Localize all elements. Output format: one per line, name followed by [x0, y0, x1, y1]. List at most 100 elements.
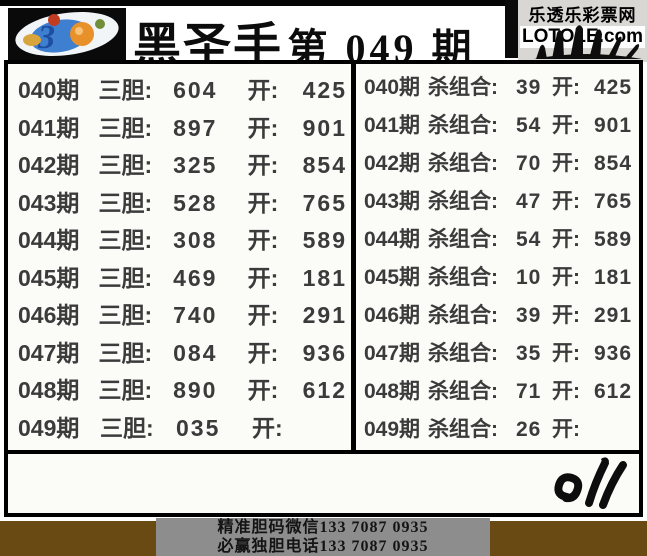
pick-value: 26 — [516, 418, 542, 441]
table-row: 044期 杀组合: 54 开: 589 — [364, 223, 635, 253]
table-row: 046期 三胆: 740 开: 291 — [18, 296, 347, 330]
open-label: 开: — [552, 228, 580, 251]
open-result: 936 — [594, 342, 633, 365]
pick-type-label: 杀组合: — [428, 114, 498, 137]
open-label: 开: — [552, 76, 580, 99]
table-row: 047期 三胆: 084 开: 936 — [18, 334, 347, 368]
hand-signature-icon — [547, 455, 633, 516]
issue-label: 046期 — [364, 304, 421, 327]
issue-label: 049期 — [364, 418, 421, 441]
pick-type-label: 杀组合: — [428, 190, 498, 213]
site-name: 乐透乐彩票网 — [528, 6, 637, 25]
issue-label: 041期 — [364, 114, 421, 137]
pick-value: 54 — [516, 114, 542, 137]
pick-type-label: 杀组合: — [428, 304, 498, 327]
table-row: 041期 杀组合: 54 开: 901 — [364, 109, 635, 139]
issue-label: 048期 — [364, 380, 421, 403]
pick-value: 39 — [516, 76, 542, 99]
pick-value: 35 — [516, 342, 542, 365]
pick-type-label: 三胆: — [98, 302, 153, 329]
table-row: 045期 三胆: 469 开: 181 — [18, 259, 347, 293]
pick-type-label: 杀组合: — [428, 228, 498, 251]
pick-value: 325 — [173, 152, 218, 179]
pick-value: 604 — [173, 77, 218, 103]
table-row: 043期 杀组合: 47 开: 765 — [364, 185, 635, 215]
top-black-bar — [0, 0, 517, 6]
issue-label: 045期 — [18, 264, 80, 291]
open-label: 开: — [552, 152, 580, 175]
open-label: 开: — [552, 114, 580, 137]
svg-text:3: 3 — [37, 19, 55, 56]
pick-value: 39 — [516, 304, 542, 327]
table-row: 042期 杀组合: 70 开: 854 — [364, 147, 635, 177]
header: 3 黑圣手 第 049 期 — [0, 6, 505, 73]
issue-label: 044期 — [364, 228, 421, 251]
pick-type-label: 三胆: — [98, 152, 153, 179]
pick-value: 71 — [516, 380, 542, 403]
pick-value: 10 — [516, 266, 542, 289]
pick-value: 47 — [516, 190, 542, 213]
open-result: 765 — [594, 190, 633, 213]
open-label: 开: — [552, 190, 580, 213]
open-label: 开: — [552, 266, 580, 289]
issue-label: 041期 — [18, 114, 80, 141]
table-row: 040期 杀组合: 39 开: 425 — [364, 71, 635, 101]
table-row: 043期 三胆: 528 开: 765 — [18, 184, 347, 218]
open-result: 291 — [594, 304, 633, 327]
open-label: 开: — [247, 227, 279, 254]
issue-label: 044期 — [18, 227, 80, 254]
header-separator — [505, 0, 518, 58]
pick-type-label: 三胆: — [100, 414, 154, 441]
open-result: 181 — [302, 264, 348, 291]
open-result: 936 — [302, 339, 348, 366]
open-label: 开: — [552, 304, 580, 327]
pick-value: 897 — [173, 114, 218, 141]
open-result: 612 — [594, 380, 633, 403]
pick-type-label: 三胆: — [98, 114, 153, 141]
pick-value: 528 — [173, 189, 218, 216]
table-row: 049期 杀组合: 26 开: — [364, 413, 635, 443]
open-result: 589 — [302, 227, 348, 254]
pick-type-label: 杀组合: — [428, 76, 498, 99]
open-result: 181 — [594, 266, 633, 289]
pick-type-label: 三胆: — [98, 339, 153, 366]
contact-box: 精准胆码微信133 7087 0935 必赢独胆电话133 7087 0935 — [156, 518, 490, 556]
open-result: 425 — [594, 76, 633, 99]
contact-line-wechat: 精准胆码微信133 7087 0935 — [217, 519, 429, 536]
open-label: 开: — [247, 77, 279, 103]
issue-label: 047期 — [364, 342, 421, 365]
open-result: 901 — [302, 114, 348, 141]
pick-value: 035 — [176, 414, 221, 441]
pick-value: 740 — [173, 302, 218, 329]
table-row: 040期 三胆: 604 开: 425 — [18, 71, 347, 105]
open-result: 291 — [302, 302, 348, 329]
issue-label: 045期 — [364, 266, 421, 289]
table-row: 047期 杀组合: 35 开: 936 — [364, 337, 635, 367]
table-row: 042期 三胆: 325 开: 854 — [18, 146, 347, 180]
pick-type-label: 三胆: — [98, 189, 153, 216]
pick-type-label: 三胆: — [98, 264, 153, 291]
issue-label: 049期 — [18, 414, 80, 441]
pick-value: 70 — [516, 152, 542, 175]
open-label: 开: — [552, 342, 580, 365]
signature-strip — [8, 454, 639, 513]
open-result: 425 — [302, 77, 348, 103]
open-label: 开: — [247, 377, 279, 404]
main-frame: 040期 三胆: 604 开: 425 041期 三胆: 897 开: 901 042期 三胆: 325… — [4, 60, 643, 517]
issue-label: 043期 — [18, 189, 80, 216]
site-branding: 乐透乐彩票网 LOTOLE.com — [518, 0, 647, 62]
issue-label: 042期 — [364, 152, 421, 175]
open-label: 开: — [247, 339, 279, 366]
open-result: 765 — [302, 189, 348, 216]
open-label: 开: — [247, 114, 279, 141]
table-row: 048期 三胆: 890 开: 612 — [18, 371, 347, 405]
pick-value: 54 — [516, 228, 542, 251]
table-row: 045期 杀组合: 10 开: 181 — [364, 261, 635, 291]
pick-type-label: 杀组合: — [428, 342, 498, 365]
table-row: 044期 三胆: 308 开: 589 — [18, 221, 347, 255]
column-sandan: 040期 三胆: 604 开: 425 041期 三胆: 897 开: 901 042期 三胆: 325… — [8, 64, 356, 450]
issue-label: 046期 — [18, 302, 80, 329]
open-result: 854 — [594, 152, 633, 175]
prediction-table: 040期 三胆: 604 开: 425 041期 三胆: 897 开: 901 042期 三胆: 325… — [8, 64, 639, 454]
